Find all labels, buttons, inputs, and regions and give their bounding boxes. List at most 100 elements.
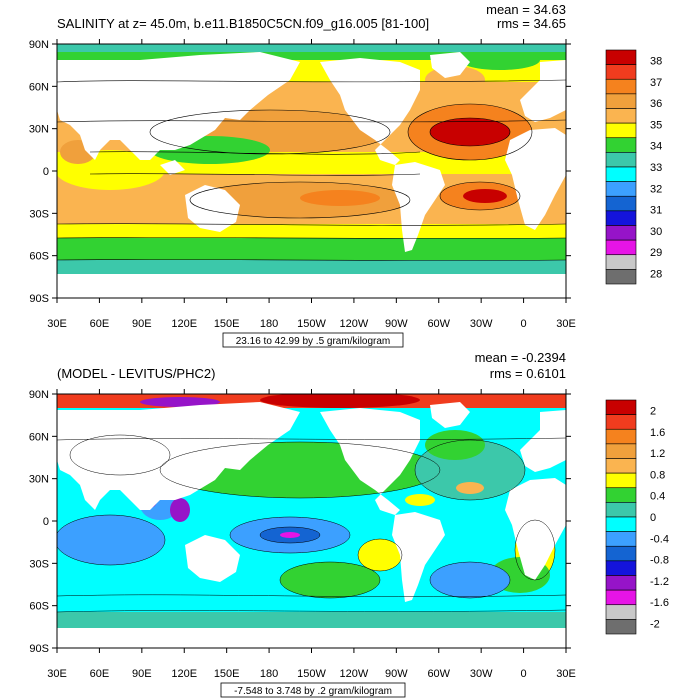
lat-label: 90S [29,293,49,305]
lon-label: 90W [385,318,408,330]
lon-label: 120W [340,668,369,680]
lon-label: 150W [297,318,326,330]
colorbar-label: 33 [650,162,662,174]
colorbar-label: 37 [650,77,662,89]
top-contour-note: 23.16 to 42.99 by .5 gram/kilogram [236,336,391,347]
colorbar-swatch [605,531,637,547]
colorbar-swatch [605,458,637,474]
lon-label: 30W [470,668,493,680]
bottom-axes: 90N 60N 30N 0 30S 60S 90S 30E 60E 90E 120E 150E 180 1… [29,389,576,680]
colorbar-label: 2 [650,406,656,418]
lon-label: 150E [214,668,240,680]
lat-label: 90N [29,389,49,401]
top-contour-note-box [222,332,404,348]
colorbar-swatch [605,49,637,65]
bottom-contour-note-box [220,682,406,698]
colorbar-swatch [605,399,637,415]
colorbar-swatch [605,516,637,532]
colorbar-label: 28 [650,268,662,280]
top-map [57,44,566,298]
lat-label: 60S [29,251,49,263]
lon-label: 150E [214,318,240,330]
lat-label: 30S [29,208,49,220]
lon-label: 60W [427,318,450,330]
colorbar-swatch [605,428,637,445]
lon-label: 30E [556,318,576,330]
lon-label: 180 [260,668,278,680]
colorbar-swatch [605,575,637,591]
colorbar-swatch [605,108,637,124]
colorbar-label: 30 [650,226,662,238]
colorbar-label: 0.4 [650,491,665,503]
colorbar-swatch [605,93,637,109]
colorbar-swatch [605,166,637,182]
lon-label: 120E [171,668,197,680]
top-axes: 90N 60N 30N 0 30S 60S 90S 30E 60E 90E 120E 150E 180 1… [29,39,576,330]
colorbar-label: -1.2 [650,576,669,588]
top-title: SALINITY at z= 45.0m, b.e11.B1850C5CN.f0… [57,16,429,31]
lon-label: 60E [90,668,110,680]
land-indonesia [160,160,185,175]
top-mean: mean = 34.63 [486,2,566,17]
colorbar-label: -1.6 [650,597,669,609]
colorbar-label: 35 [650,119,662,131]
colorbar-label: 31 [650,205,662,217]
lat-label: 0 [43,166,49,178]
colorbar-swatch [605,545,637,562]
lat-label: 30N [29,124,49,136]
colorbar-swatch [605,239,637,256]
colorbar-swatch [605,589,637,606]
colorbar-label: -0.4 [650,533,669,545]
colorbar-swatch [605,122,637,139]
colorbar-swatch [605,443,637,459]
lon-label: 90E [132,318,152,330]
top-colorbar: 38 37 36 35 34 33 32 31 30 29 28 [605,49,662,285]
land-south-america [392,162,445,252]
bottom-colorbar: 2 1.6 1.2 0.8 0.4 0 -0.4 -0.8 -1.2 -1.6 -2 [605,399,669,635]
lon-label: 30E [556,668,576,680]
colorbar-swatch [605,254,637,270]
colorbar-label: 34 [650,141,662,153]
land-africa [505,128,566,230]
land-eurasia [57,52,300,160]
colorbar-swatch [605,225,637,241]
colorbar-label: 0 [650,512,656,524]
bottom-mean: mean = -0.2394 [475,350,566,365]
colorbar-swatch [605,181,637,197]
lon-label: 180 [260,318,278,330]
lon-label: 0 [521,318,527,330]
lat-label: 30S [29,558,49,570]
lat-label: 60N [29,81,49,93]
lat-label: 60S [29,601,49,613]
lat-label: 0 [43,516,49,528]
colorbar-label: 1.6 [650,427,665,439]
lat-label: 90S [29,643,49,655]
colorbar-swatch [605,195,637,212]
colorbar-swatch [605,502,637,518]
lon-label: 120E [171,318,197,330]
colorbar-label: 1.2 [650,448,665,460]
colorbar-swatch [605,560,637,576]
colorbar-label: 32 [650,183,662,195]
colorbar-swatch [605,64,637,80]
colorbar-swatch [605,137,637,153]
bottom-title: (MODEL - LEVITUS/PHC2) [57,366,215,381]
land-europe-east [520,60,566,122]
lon-label: 60E [90,318,110,330]
lon-label: 30W [470,318,493,330]
land-greenland [430,52,470,78]
land-antarctica [57,274,566,298]
colorbar-swatch [605,619,637,635]
colorbar-swatch [605,78,637,95]
lon-label: 30E [47,668,67,680]
lat-label: 90N [29,39,49,51]
lon-label: 90W [385,668,408,680]
lon-label: 60W [427,668,450,680]
colorbar-swatch [605,414,637,430]
lon-label: 150W [297,668,326,680]
lon-label: 120W [340,318,369,330]
bottom-panel: (MODEL - LEVITUS/PHC2) mean = -0.2394 rm… [29,350,669,698]
colorbar-swatch [605,472,637,489]
lat-label: 30N [29,474,49,486]
